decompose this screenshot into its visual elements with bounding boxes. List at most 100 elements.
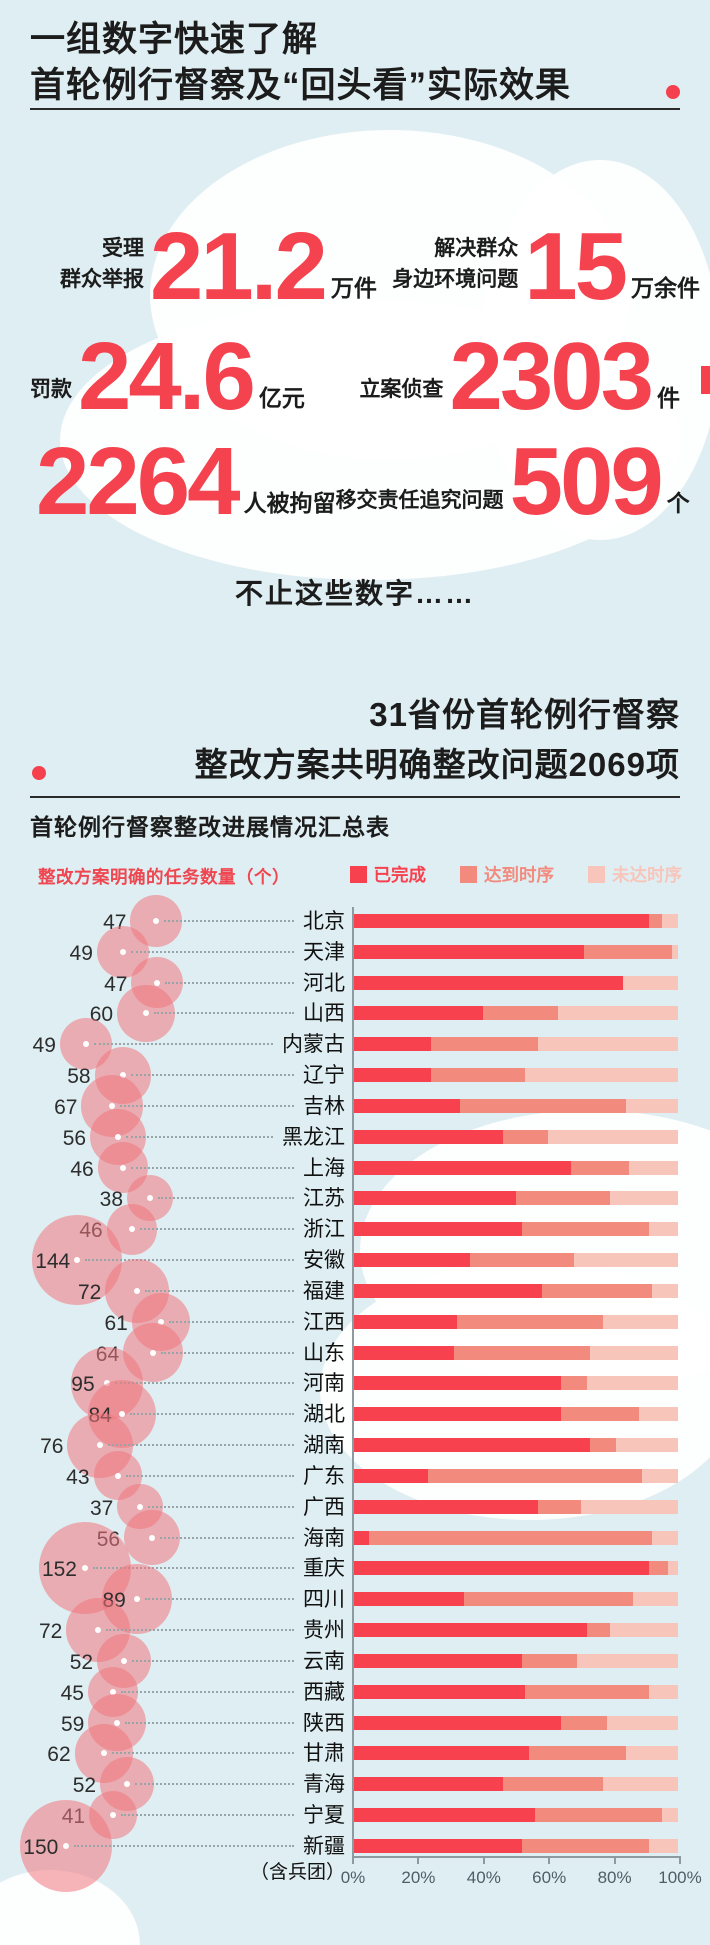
segment-behind [629, 1160, 678, 1175]
y-axis-line [352, 907, 354, 1858]
leader-dotted-line [126, 1135, 273, 1138]
progress-bar [353, 1283, 678, 1298]
footnote-label: （含兵团） [249, 1861, 345, 1883]
stat-value: 24.6 [78, 323, 256, 431]
segment-done [353, 1653, 522, 1668]
segment-done [353, 1777, 503, 1792]
x-axis-tick [417, 1856, 420, 1864]
stat-value: 15 [524, 213, 628, 321]
stat-label: 受理 [102, 237, 144, 261]
stat-complaints: 受理 群众举报 21.2 万件 [60, 219, 377, 315]
province-label: 甘肃 [303, 1742, 345, 1766]
segment-behind [577, 1653, 678, 1668]
province-label: 河北 [303, 971, 345, 995]
segment-behind [652, 1530, 678, 1545]
segment-done [353, 1222, 522, 1237]
segment-behind [538, 1037, 678, 1052]
legend-label: 未达时序 [612, 865, 682, 885]
segment-behind [661, 1808, 678, 1823]
page-title-line2: 首轮例行督察及“回头看”实际效果 [30, 66, 572, 105]
stat-solved: 解决群众 身边环境问题 15 万余件 [392, 213, 700, 321]
segment-done [353, 1715, 561, 1730]
progress-bar [353, 1253, 678, 1268]
leader-dotted-line [145, 1289, 294, 1292]
bubble-center-dot [101, 1750, 107, 1757]
segment-done [353, 1160, 571, 1175]
stat-label: 立案侦查 [359, 377, 444, 401]
stat-fines: 罚款 24.6 亿元 [30, 323, 305, 431]
segment-behind [616, 1438, 678, 1453]
progress-bar [353, 1653, 678, 1668]
x-axis-tick-label: 60% [532, 1868, 567, 1887]
stat-unit: 件 [657, 385, 680, 411]
segment-ontrack [561, 1376, 587, 1391]
segment-behind [548, 1129, 678, 1144]
segment-done [353, 1438, 591, 1453]
segment-ontrack [431, 1037, 539, 1052]
segment-ontrack [525, 1684, 649, 1699]
province-label: 湖南 [303, 1434, 345, 1458]
stat-unit: 个 [666, 490, 690, 516]
stats-row-2: 罚款 24.6 亿元 立案侦查 2303 件 [0, 315, 710, 431]
segment-done [353, 944, 584, 959]
stat-value: 2303 [449, 323, 654, 431]
progress-bar [353, 1684, 678, 1699]
segment-behind [648, 1838, 678, 1853]
segment-behind [626, 1746, 678, 1761]
province-label: 湖北 [303, 1403, 345, 1427]
bubble-center-dot [134, 1596, 140, 1603]
segment-ontrack [427, 1468, 643, 1483]
segment-ontrack [535, 1808, 662, 1823]
leader-dotted-line [125, 1721, 294, 1724]
chart-title: 首轮例行督察整改进展情况汇总表 [30, 814, 390, 840]
segment-done [353, 1006, 483, 1021]
segment-behind [574, 1253, 678, 1268]
segment-behind [606, 1715, 678, 1730]
progress-bar [353, 1345, 678, 1360]
legend-label: 已完成 [373, 865, 427, 885]
bubble-center-dot [95, 1627, 101, 1634]
cloud-shape [480, 160, 710, 540]
task-count-label: 144 [35, 1250, 71, 1274]
progress-bar [353, 1808, 678, 1823]
progress-bar [353, 1777, 678, 1792]
segment-behind [557, 1006, 678, 1021]
stat-unit: 亿元 [258, 385, 305, 411]
stat-detained: 2264 人被拘留 [30, 428, 336, 536]
leader-dotted-line [130, 1413, 294, 1416]
segment-done [353, 1468, 428, 1483]
task-count-label: 62 [47, 1743, 71, 1767]
x-axis-tick-label: 80% [597, 1868, 632, 1887]
legend-item: 未达时序 [588, 862, 682, 887]
segment-done [353, 1253, 470, 1268]
stat-unit: 万余件 [631, 275, 700, 301]
segment-done [353, 1623, 587, 1638]
segment-ontrack [522, 1653, 578, 1668]
task-count-label: 46 [70, 1157, 94, 1181]
stat-unit: 万件 [330, 275, 377, 301]
segment-ontrack [570, 1160, 630, 1175]
province-label: 宁夏 [303, 1804, 345, 1828]
progress-bar [353, 1006, 678, 1021]
segment-ontrack [431, 1068, 526, 1083]
leader-dotted-line [131, 1074, 294, 1077]
progress-bar [353, 1314, 678, 1329]
province-label: 山西 [303, 1002, 345, 1026]
segment-behind [603, 1314, 678, 1329]
stat-value: 2264 [36, 428, 241, 536]
task-count-label: 95 [71, 1373, 95, 1397]
segment-ontrack [502, 1129, 548, 1144]
leader-dotted-line [132, 1659, 294, 1662]
progress-bar [353, 1715, 678, 1730]
progress-bar [353, 1407, 678, 1422]
x-axis-tick-label: 100% [658, 1868, 702, 1887]
bubble-center-dot [150, 1349, 156, 1356]
segment-ontrack [470, 1253, 574, 1268]
x-axis-tick [679, 1856, 681, 1864]
province-label: 云南 [303, 1649, 345, 1673]
progress-bar [353, 914, 678, 928]
accent-dot [32, 766, 46, 780]
stat-label: 人被拘留 [243, 490, 336, 516]
task-count-label: 52 [69, 1650, 94, 1674]
leader-dotted-line [120, 1104, 294, 1107]
